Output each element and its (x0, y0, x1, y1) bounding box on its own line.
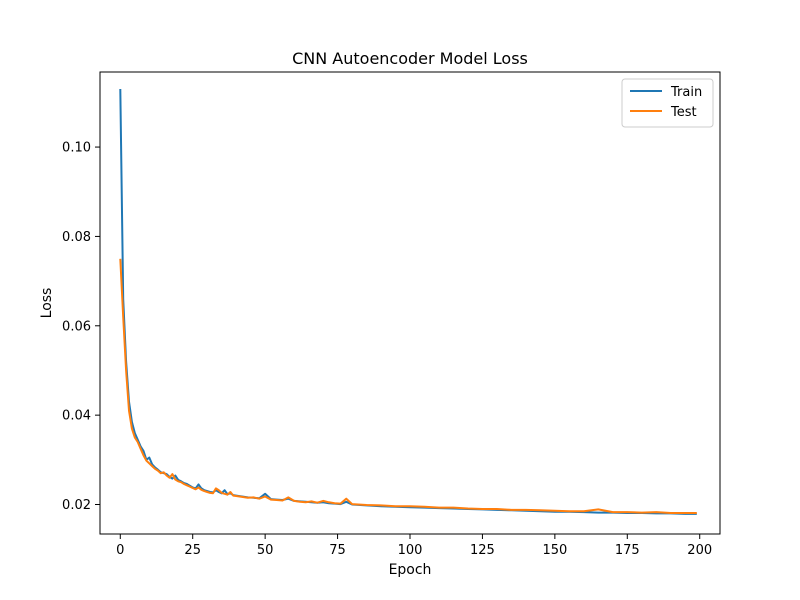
x-tick-label: 25 (184, 543, 201, 558)
x-tick-label: 150 (542, 543, 567, 558)
series-layer (119, 88, 697, 515)
x-tick-label: 200 (687, 543, 712, 558)
x-tick-label: 50 (257, 543, 274, 558)
y-tick-label: 0.10 (62, 141, 91, 156)
series-line-test (119, 258, 697, 514)
x-tick-label: 125 (470, 543, 495, 558)
x-tick-label: 100 (398, 543, 423, 558)
x-axis-label: Epoch (389, 562, 432, 578)
legend-label-test: Test (670, 105, 697, 120)
x-tick-label: 175 (615, 543, 640, 558)
y-tick-label: 0.08 (62, 230, 91, 245)
x-axis: 0 25 50 75 100 125 150 175 200 (116, 534, 712, 558)
chart-title: CNN Autoencoder Model Loss (292, 49, 528, 68)
y-tick-label: 0.06 (62, 319, 91, 334)
series-line-train (119, 88, 697, 515)
legend-label-train: Train (670, 85, 702, 100)
plot-area (99, 71, 721, 535)
x-tick-label: 0 (116, 543, 124, 558)
y-axis-label: Loss (39, 288, 55, 319)
y-axis: 0.02 0.04 0.06 0.08 0.10 (62, 141, 100, 513)
legend: Train Test (621, 78, 714, 128)
y-tick-label: 0.02 (62, 498, 91, 513)
x-tick-label: 75 (329, 543, 346, 558)
y-tick-label: 0.04 (62, 409, 91, 424)
plot-frame (99, 71, 721, 535)
